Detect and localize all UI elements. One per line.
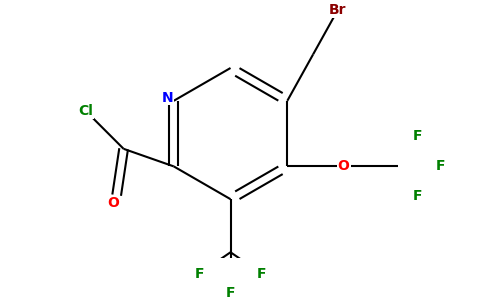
Text: F: F xyxy=(257,267,267,281)
Text: Cl: Cl xyxy=(78,104,93,118)
Text: Br: Br xyxy=(329,3,346,17)
Text: F: F xyxy=(412,129,422,143)
Text: F: F xyxy=(412,189,422,203)
Text: F: F xyxy=(195,267,204,281)
Text: N: N xyxy=(162,91,173,105)
Text: O: O xyxy=(338,159,349,173)
Text: O: O xyxy=(107,196,120,210)
Text: F: F xyxy=(226,286,235,300)
Text: F: F xyxy=(436,159,445,173)
